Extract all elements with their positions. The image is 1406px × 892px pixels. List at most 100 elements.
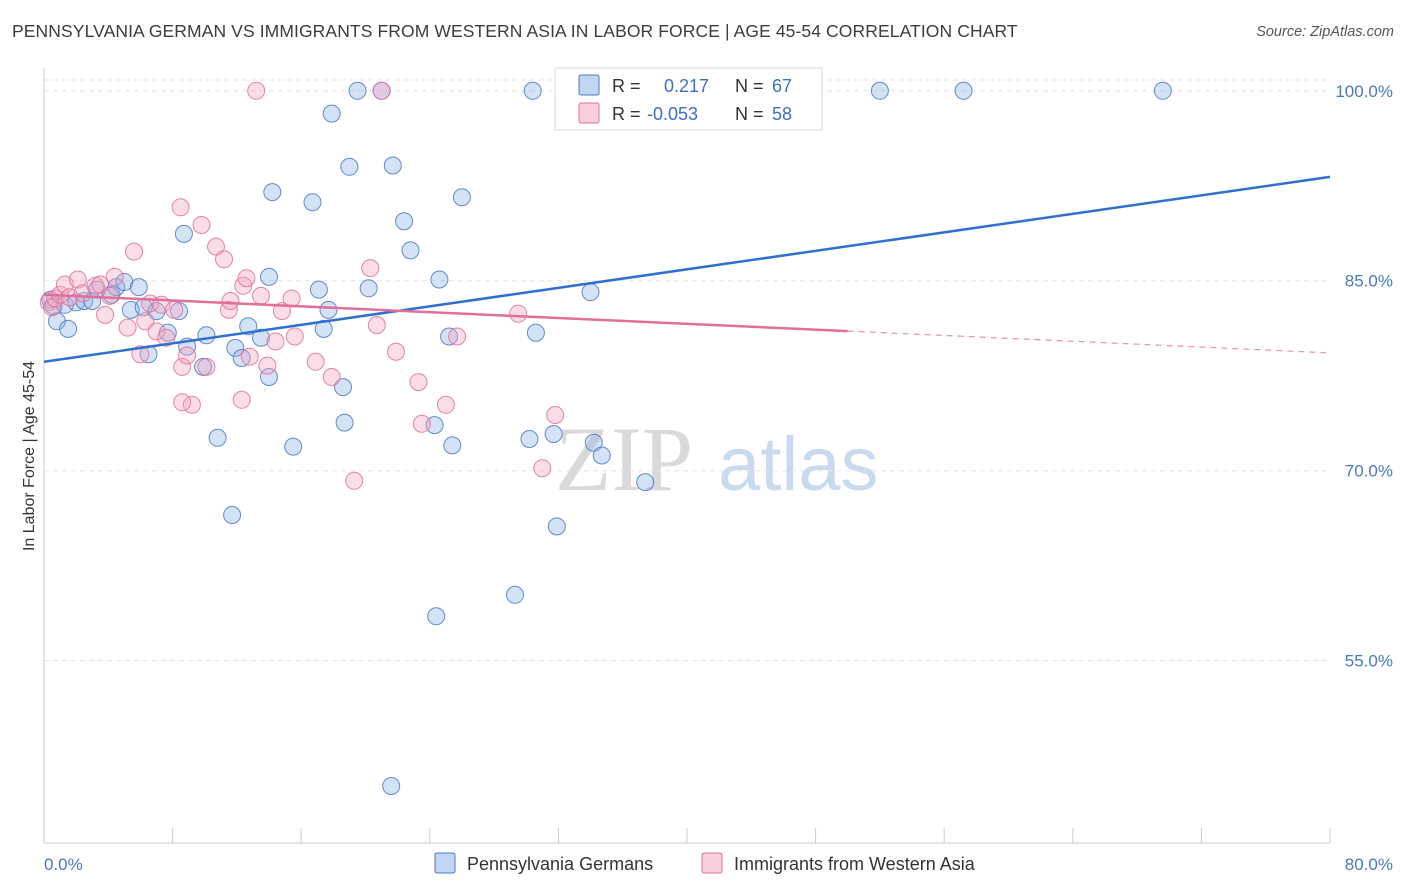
trend-lines (43, 175, 1331, 364)
point-pennsylvania-germans (382, 777, 401, 795)
point-pennsylvania-germans (129, 278, 148, 297)
legend-n-label-pink: N = (735, 104, 764, 124)
gridlines (44, 79, 1330, 662)
legend-swatch-blue (578, 74, 600, 96)
point-pennsylvania-germans (319, 300, 338, 319)
y-tick-label-70: 70.0% (1345, 462, 1393, 481)
legend-r-label-pink: R = (612, 104, 641, 124)
point-immigrants-western-asia (96, 305, 115, 324)
point-pennsylvania-germans (506, 585, 524, 604)
y-tick-label-85: 85.0% (1345, 272, 1393, 291)
y-axis-label: In Labor Force | Age 45-54 (21, 361, 38, 551)
series-legend-swatch-immigrants-western-asia (701, 852, 723, 874)
point-immigrants-western-asia (118, 318, 137, 337)
source-label: Source: ZipAtlas.com (1256, 24, 1394, 40)
point-pennsylvania-germans (870, 81, 889, 100)
point-pennsylvania-germans (322, 104, 341, 123)
point-pennsylvania-germans (226, 338, 245, 357)
point-pennsylvania-germans (1153, 81, 1172, 100)
watermark-zip: ZIP (555, 408, 693, 510)
point-immigrants-western-asia (266, 332, 285, 351)
point-pennsylvania-germans (592, 446, 611, 465)
point-pennsylvania-germans (174, 224, 193, 243)
point-immigrants-western-asia (105, 267, 124, 286)
legend-r-label-blue: R = (612, 76, 641, 96)
point-immigrants-western-asia (68, 270, 87, 289)
point-pennsylvania-germans (340, 157, 359, 176)
legend-n-value-pink: 58 (772, 104, 792, 124)
point-pennsylvania-germans (239, 317, 258, 336)
point-pennsylvania-germans (636, 473, 655, 492)
point-immigrants-western-asia (237, 269, 256, 288)
point-immigrants-western-asia (436, 395, 455, 414)
point-immigrants-western-asia (173, 357, 192, 376)
point-pennsylvania-germans (395, 212, 414, 231)
point-immigrants-western-asia (171, 198, 190, 217)
point-immigrants-western-asia (247, 81, 266, 100)
legend-r-value-blue: 0.217 (664, 76, 709, 96)
point-pennsylvania-germans (252, 328, 270, 347)
point-immigrants-western-asia (361, 259, 380, 278)
point-pennsylvania-germans (544, 425, 563, 443)
watermark-atlas: atlas (718, 422, 879, 507)
point-immigrants-western-asia (409, 373, 428, 392)
point-immigrants-western-asia (197, 357, 216, 376)
point-pennsylvania-germans (526, 323, 545, 342)
data-points (39, 81, 1172, 795)
y-tick-labels: 55.0% 70.0% 85.0% 100.0% (1335, 82, 1393, 671)
point-immigrants-western-asia (240, 347, 259, 366)
point-immigrants-western-asia (345, 471, 364, 490)
point-pennsylvania-germans (284, 437, 303, 456)
point-pennsylvania-germans (401, 241, 420, 260)
point-pennsylvania-germans (584, 433, 603, 452)
point-pennsylvania-germans (197, 326, 216, 345)
legend-swatch-pink (578, 102, 600, 124)
point-immigrants-western-asia (367, 316, 386, 335)
point-immigrants-western-asia (546, 406, 565, 424)
point-immigrants-western-asia (509, 304, 528, 323)
point-pennsylvania-germans (523, 81, 542, 100)
chart-title: PENNSYLVANIA GERMAN VS IMMIGRANTS FROM W… (12, 21, 1018, 41)
point-pennsylvania-germans (954, 81, 973, 100)
point-immigrants-western-asia (131, 345, 150, 364)
point-immigrants-western-asia (100, 286, 119, 305)
point-pennsylvania-germans (335, 413, 354, 432)
legend-n-label-blue: N = (735, 76, 764, 96)
point-pennsylvania-germans (303, 193, 322, 212)
point-pennsylvania-germans (383, 156, 402, 175)
point-immigrants-western-asia (219, 300, 238, 319)
point-immigrants-western-asia (221, 292, 240, 310)
point-immigrants-western-asia (387, 342, 405, 361)
point-immigrants-western-asia (136, 312, 155, 331)
point-pennsylvania-germans (581, 283, 600, 302)
point-immigrants-western-asia (372, 81, 391, 100)
point-immigrants-western-asia (173, 393, 192, 412)
point-pennsylvania-germans (260, 267, 278, 286)
trend-line-pennsylvania-germans (43, 175, 1331, 364)
point-immigrants-western-asia (258, 356, 277, 375)
point-pennsylvania-germans (427, 607, 446, 626)
point-pennsylvania-germans (425, 416, 444, 435)
series-legend-label-immigrants-western-asia: Immigrants from Western Asia (734, 854, 976, 874)
point-pennsylvania-germans (263, 183, 282, 202)
x-ticks (43, 828, 1331, 843)
series-legend-label-pennsylvania-germans: Pennsylvania Germans (467, 854, 653, 874)
point-immigrants-western-asia (412, 414, 431, 433)
point-pennsylvania-germans (59, 319, 78, 338)
legend-r-value-pink: -0.053 (647, 104, 698, 124)
point-immigrants-western-asia (533, 459, 552, 478)
point-pennsylvania-germans (223, 506, 242, 524)
point-pennsylvania-germans (147, 302, 166, 321)
point-pennsylvania-germans (452, 188, 471, 207)
stats-legend: R = 0.217 N = 67 R = -0.053 N = 58 (554, 67, 823, 131)
series-legend: Pennsylvania Germans Immigrants from Wes… (434, 852, 976, 874)
y-tick-label-55: 55.0% (1345, 652, 1393, 671)
point-pennsylvania-germans (334, 378, 352, 397)
point-pennsylvania-germans (208, 428, 227, 447)
point-immigrants-western-asia (165, 300, 184, 319)
point-immigrants-western-asia (448, 327, 467, 346)
x-tick-label-max: 80.0% (1345, 855, 1393, 874)
point-immigrants-western-asia (125, 242, 143, 261)
point-pennsylvania-germans (520, 430, 539, 448)
